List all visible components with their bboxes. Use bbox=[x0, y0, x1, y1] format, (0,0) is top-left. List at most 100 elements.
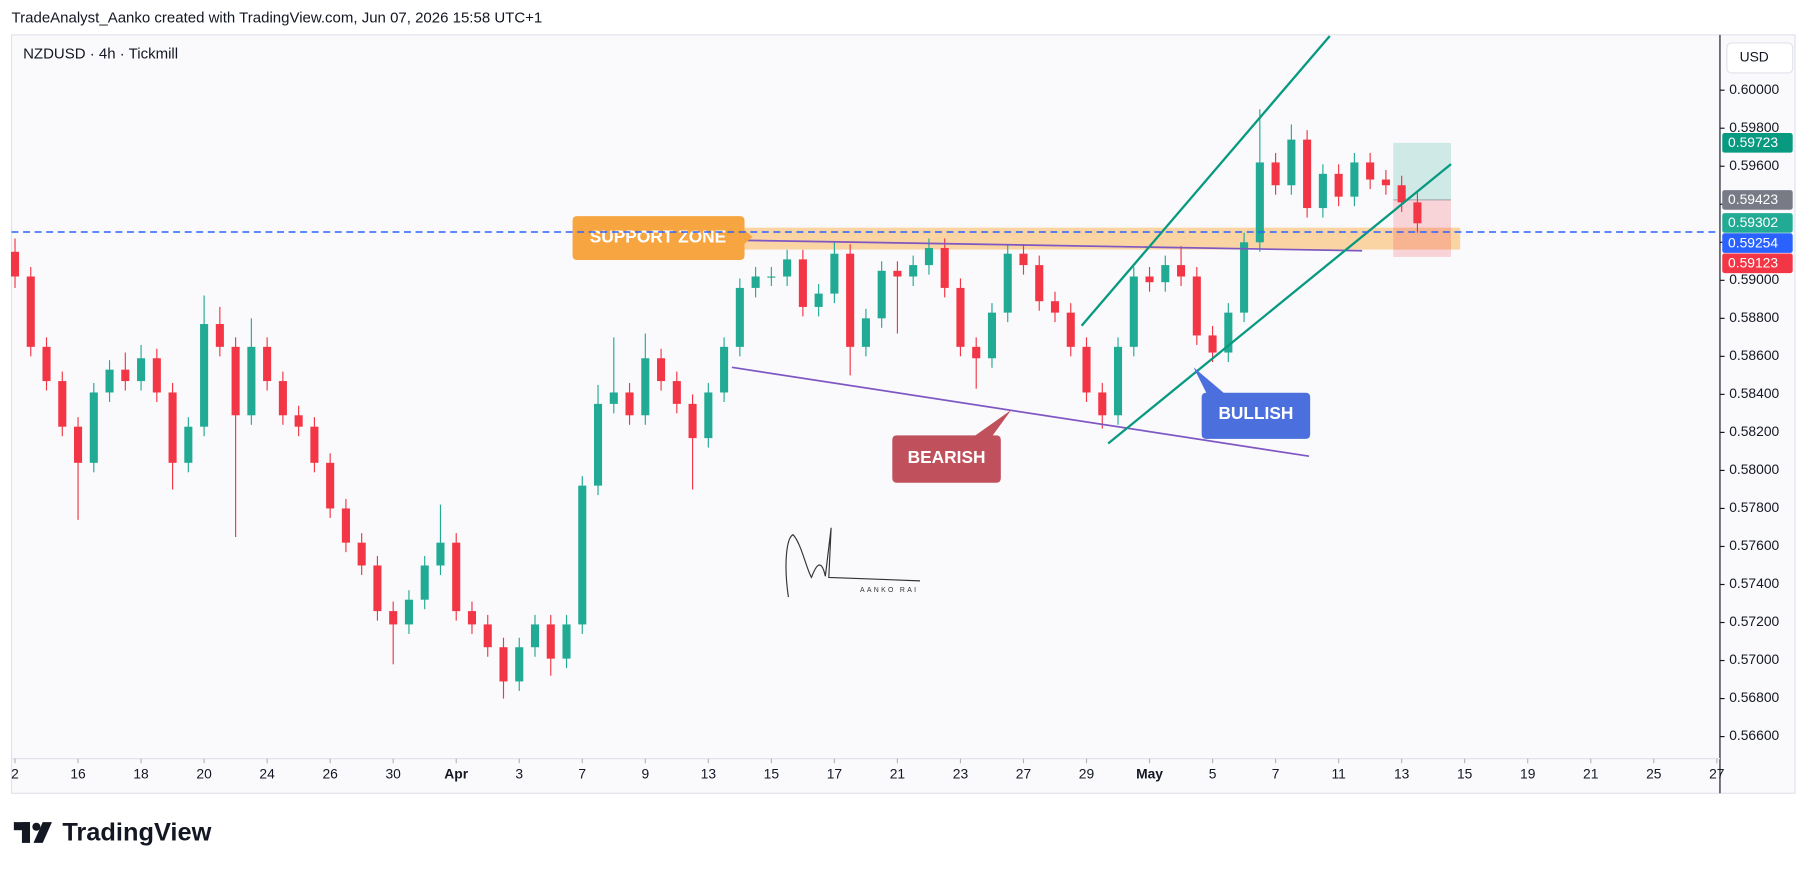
candle-body bbox=[1177, 265, 1186, 277]
candle-body bbox=[783, 259, 792, 277]
currency-button[interactable] bbox=[1726, 42, 1794, 74]
brand: TradingView bbox=[62, 818, 211, 846]
callout-text: BULLISH bbox=[1218, 403, 1293, 423]
candle-body bbox=[593, 403, 603, 486]
y-tick-label: 0.60000 bbox=[1729, 81, 1779, 97]
x-tick-label: 29 bbox=[1079, 765, 1095, 781]
candle-body bbox=[1334, 173, 1343, 197]
candle-body bbox=[1082, 346, 1091, 393]
candle-body bbox=[1413, 202, 1422, 224]
candle-body bbox=[1255, 162, 1264, 243]
y-tick-label: 0.57000 bbox=[1729, 651, 1779, 667]
candle-body bbox=[704, 392, 713, 439]
x-tick-label: 19 bbox=[1520, 765, 1536, 781]
candle-body bbox=[515, 647, 524, 682]
y-tick-label: 0.59000 bbox=[1729, 271, 1779, 287]
x-tick-label: 23 bbox=[953, 765, 969, 781]
candle-body bbox=[1192, 276, 1201, 336]
callout-text: SUPPORT ZONE bbox=[590, 227, 726, 247]
x-tick-label: 26 bbox=[322, 765, 338, 781]
candle-body bbox=[846, 253, 855, 347]
candle-body bbox=[263, 346, 272, 382]
candle-body bbox=[924, 247, 933, 266]
candle-body bbox=[1397, 185, 1406, 203]
x-tick-label: May bbox=[1136, 765, 1163, 781]
callout-bullish bbox=[1193, 367, 1311, 439]
candle-body bbox=[121, 369, 130, 382]
candle-body bbox=[1050, 301, 1060, 313]
candle-body bbox=[1098, 392, 1107, 416]
candle-body bbox=[1224, 312, 1233, 353]
currency[interactable]: USD bbox=[1740, 49, 1769, 65]
x-tick-label: 24 bbox=[259, 765, 275, 781]
candle-body bbox=[467, 611, 477, 625]
candle-body bbox=[546, 624, 555, 659]
logo-part bbox=[33, 822, 52, 843]
candle-body bbox=[89, 392, 98, 463]
candle-body bbox=[436, 542, 445, 566]
candle-body bbox=[641, 358, 650, 416]
x-tick-label: 30 bbox=[385, 765, 401, 781]
brand-logo: TradingView bbox=[13, 818, 212, 846]
y-tick-label: 0.57600 bbox=[1729, 537, 1779, 553]
candle-body bbox=[1287, 139, 1296, 186]
y-tick-label: 0.58800 bbox=[1729, 309, 1779, 325]
candle-body bbox=[751, 276, 760, 288]
price-label: 0.59423 bbox=[1728, 191, 1778, 207]
candle-body bbox=[73, 426, 83, 463]
chart-frame bbox=[10, 34, 1796, 794]
candle-body bbox=[798, 259, 807, 307]
channel-line bbox=[1080, 35, 1331, 327]
candle-body bbox=[657, 358, 666, 382]
callout-bearish bbox=[892, 410, 1012, 483]
candle-body bbox=[720, 346, 729, 393]
candle-body bbox=[10, 251, 20, 277]
x-tick-label: 17 bbox=[827, 765, 842, 781]
candle-body bbox=[1366, 162, 1375, 180]
price-label-box bbox=[1722, 133, 1793, 153]
candle-body bbox=[247, 346, 256, 416]
x-tick-label: 2 bbox=[11, 765, 19, 781]
signature-scribble bbox=[785, 527, 921, 598]
x-tick-label: 25 bbox=[1646, 765, 1662, 781]
candle-body bbox=[1066, 312, 1075, 347]
candle-body bbox=[609, 392, 618, 404]
candle-body bbox=[861, 318, 870, 347]
candle-body bbox=[972, 346, 981, 359]
y-tick-label: 0.58600 bbox=[1729, 347, 1779, 363]
price-label-box bbox=[1722, 190, 1793, 210]
x-tick-label: 21 bbox=[890, 765, 906, 781]
candle-body bbox=[483, 624, 492, 648]
signature: AANKO RAI bbox=[860, 587, 918, 594]
candle-body bbox=[310, 426, 319, 463]
y-tick-label: 0.57800 bbox=[1729, 499, 1779, 515]
candle-body bbox=[767, 276, 776, 278]
candle-body bbox=[672, 381, 681, 404]
y-tick-label: 0.57400 bbox=[1729, 575, 1779, 591]
candle-body bbox=[688, 403, 697, 439]
candle-body bbox=[1019, 253, 1028, 266]
x-tick-label: 7 bbox=[578, 765, 586, 781]
candle-body bbox=[326, 462, 335, 509]
price-label: 0.59123 bbox=[1728, 255, 1778, 271]
price-label: 0.59302 bbox=[1728, 214, 1778, 230]
candle-body bbox=[168, 392, 177, 463]
position-loss-zone bbox=[1393, 199, 1452, 257]
y-tick-label: 0.57200 bbox=[1729, 613, 1779, 629]
channel-line bbox=[1107, 163, 1452, 445]
logo-part bbox=[21, 822, 31, 843]
header: TradeAnalyst_Aanko created with TradingV… bbox=[12, 10, 543, 27]
y-tick-label: 0.59800 bbox=[1729, 119, 1779, 135]
x-tick-label: 21 bbox=[1583, 765, 1599, 781]
price-label-box bbox=[1722, 213, 1793, 233]
trendline bbox=[731, 366, 1310, 458]
x-tick-label: 15 bbox=[764, 765, 780, 781]
candle-body bbox=[1113, 346, 1123, 416]
price-label-box bbox=[1722, 253, 1793, 274]
x-tick-label: 7 bbox=[1272, 765, 1280, 781]
candle-body bbox=[137, 358, 146, 382]
candle-body bbox=[499, 647, 508, 682]
y-tick-label: 0.58400 bbox=[1729, 385, 1779, 401]
